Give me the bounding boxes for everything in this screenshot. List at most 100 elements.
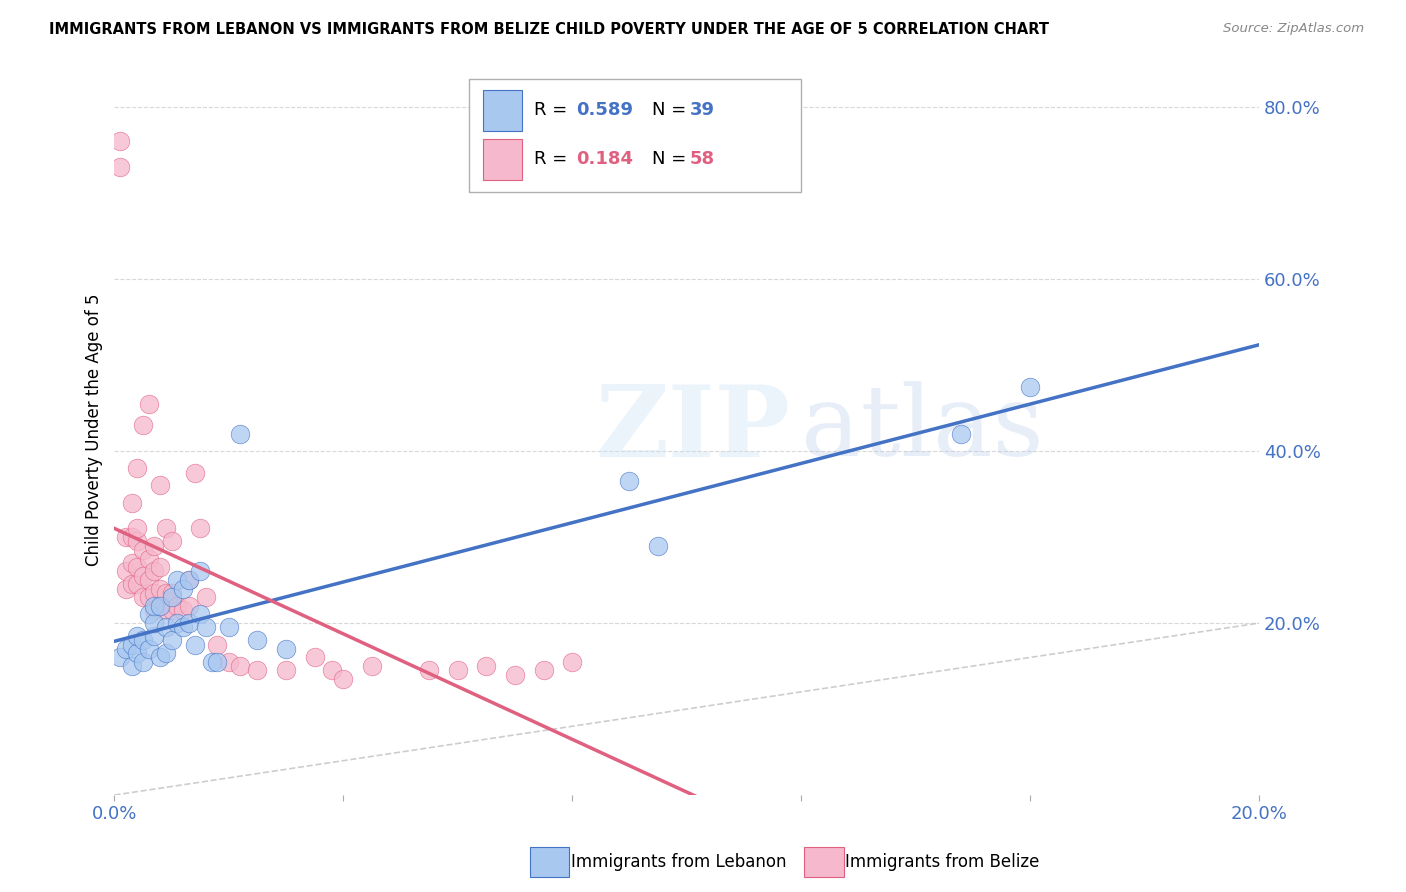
Point xyxy=(321,664,343,678)
Point xyxy=(138,573,160,587)
Point xyxy=(160,586,183,600)
Text: ZIP: ZIP xyxy=(595,381,790,478)
Point xyxy=(155,620,177,634)
Point xyxy=(188,607,211,622)
Point xyxy=(274,664,297,678)
FancyBboxPatch shape xyxy=(482,138,522,179)
Point xyxy=(332,672,354,686)
Point xyxy=(166,573,188,587)
Point xyxy=(274,641,297,656)
Point xyxy=(229,426,252,441)
Point xyxy=(132,543,155,558)
Point xyxy=(194,620,217,634)
Point xyxy=(183,638,205,652)
Point xyxy=(138,551,160,566)
Text: N =: N = xyxy=(652,101,692,120)
Point xyxy=(533,664,555,678)
Point xyxy=(246,664,269,678)
Point xyxy=(149,582,172,596)
Point xyxy=(160,633,183,648)
Point xyxy=(115,582,138,596)
Point xyxy=(619,474,641,488)
Point xyxy=(108,161,131,175)
Text: 0.589: 0.589 xyxy=(575,101,633,120)
Point xyxy=(950,426,973,441)
Text: atlas: atlas xyxy=(801,382,1043,477)
Text: 58: 58 xyxy=(690,150,716,168)
Point xyxy=(172,582,194,596)
Point xyxy=(143,629,166,643)
Point xyxy=(177,573,200,587)
Point xyxy=(143,616,166,631)
Point xyxy=(127,461,149,475)
FancyBboxPatch shape xyxy=(482,89,522,130)
Y-axis label: Child Poverty Under the Age of 5: Child Poverty Under the Age of 5 xyxy=(86,293,103,566)
Point xyxy=(138,641,160,656)
Point xyxy=(121,577,143,591)
Point xyxy=(143,603,166,617)
Point xyxy=(132,591,155,605)
Point xyxy=(183,466,205,480)
Point xyxy=(115,530,138,544)
Point xyxy=(207,638,229,652)
Point xyxy=(108,135,131,149)
Point xyxy=(155,586,177,600)
Point xyxy=(194,591,217,605)
Point xyxy=(149,478,172,492)
Point xyxy=(149,599,172,613)
Point xyxy=(127,577,149,591)
Point xyxy=(201,655,224,669)
Point xyxy=(115,641,138,656)
Point xyxy=(207,655,229,669)
Point xyxy=(143,539,166,553)
Point xyxy=(127,521,149,535)
Text: Immigrants from Lebanon: Immigrants from Lebanon xyxy=(571,853,786,871)
Point xyxy=(447,664,470,678)
Point xyxy=(155,646,177,660)
Point xyxy=(218,620,240,634)
Point xyxy=(149,560,172,574)
Point xyxy=(304,650,326,665)
Point xyxy=(166,599,188,613)
Text: R =: R = xyxy=(534,150,574,168)
Point xyxy=(177,573,200,587)
Point xyxy=(127,560,149,574)
Point xyxy=(132,568,155,582)
Point xyxy=(149,650,172,665)
Point xyxy=(503,667,526,681)
Point xyxy=(561,655,583,669)
Text: IMMIGRANTS FROM LEBANON VS IMMIGRANTS FROM BELIZE CHILD POVERTY UNDER THE AGE OF: IMMIGRANTS FROM LEBANON VS IMMIGRANTS FR… xyxy=(49,22,1049,37)
Text: 0.184: 0.184 xyxy=(575,150,633,168)
Point xyxy=(166,616,188,631)
Point xyxy=(155,603,177,617)
Point xyxy=(143,599,166,613)
FancyBboxPatch shape xyxy=(470,78,801,192)
Point xyxy=(132,655,155,669)
Point xyxy=(229,659,252,673)
Point xyxy=(121,659,143,673)
Point xyxy=(172,620,194,634)
Text: 39: 39 xyxy=(690,101,716,120)
Point xyxy=(160,591,183,605)
Point xyxy=(160,603,183,617)
Point xyxy=(121,496,143,510)
Point xyxy=(121,638,143,652)
Point xyxy=(361,659,384,673)
Text: N =: N = xyxy=(652,150,692,168)
Point xyxy=(177,599,200,613)
Point xyxy=(160,534,183,549)
Point xyxy=(647,539,669,553)
Point xyxy=(132,633,155,648)
Text: R =: R = xyxy=(534,101,574,120)
Point xyxy=(127,534,149,549)
Point xyxy=(172,603,194,617)
Point xyxy=(418,664,440,678)
Point xyxy=(115,565,138,579)
Point xyxy=(188,565,211,579)
Point xyxy=(143,586,166,600)
Point xyxy=(132,418,155,433)
Point xyxy=(149,599,172,613)
Text: Immigrants from Belize: Immigrants from Belize xyxy=(845,853,1039,871)
Point xyxy=(177,616,200,631)
Point xyxy=(121,556,143,570)
